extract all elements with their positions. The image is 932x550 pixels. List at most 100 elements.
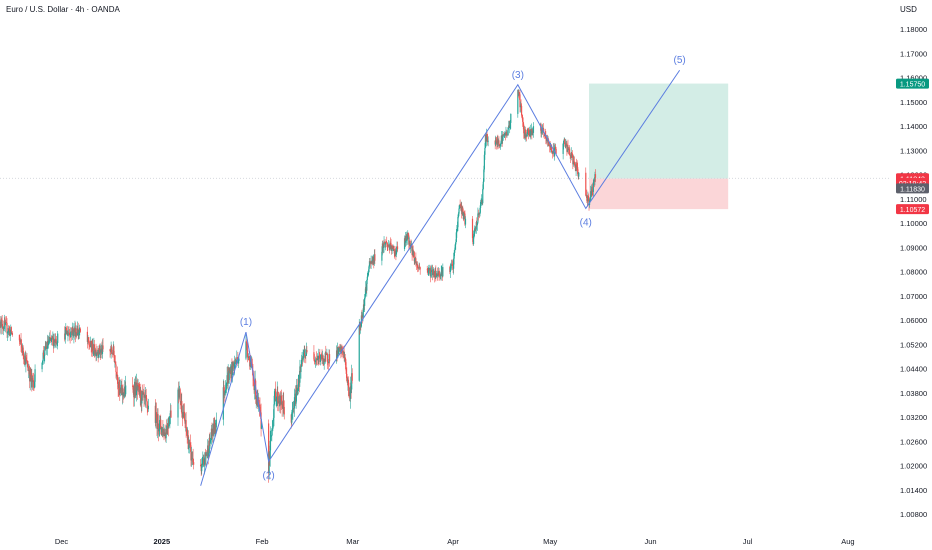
candle <box>204 452 206 465</box>
candle <box>222 387 224 420</box>
candle <box>32 378 34 381</box>
y-tick-label: 1.17000 <box>900 49 927 58</box>
candle <box>480 201 482 208</box>
candle <box>123 392 125 397</box>
candle <box>587 195 590 199</box>
candle <box>90 340 92 347</box>
candle <box>155 412 158 419</box>
candle <box>208 437 210 454</box>
candle <box>474 228 476 234</box>
y-tick-label: 1.03800 <box>900 389 927 398</box>
candle <box>303 352 305 357</box>
candle <box>395 250 398 255</box>
candle <box>137 384 139 391</box>
wave-label: (3) <box>512 70 524 81</box>
candle <box>509 122 511 127</box>
candle <box>518 92 521 95</box>
candle <box>345 369 347 374</box>
candle <box>50 338 52 341</box>
candle <box>258 404 261 407</box>
candle <box>111 352 113 354</box>
candle <box>88 345 91 347</box>
candle <box>315 358 317 361</box>
candle <box>138 384 140 386</box>
candle <box>325 352 327 355</box>
candle <box>471 218 474 239</box>
candle <box>177 389 179 418</box>
candle <box>459 204 461 206</box>
candle <box>318 355 320 359</box>
candle <box>388 245 390 247</box>
candle <box>53 339 55 347</box>
candle <box>169 416 171 424</box>
candle <box>291 411 293 413</box>
candle <box>487 137 489 142</box>
candle <box>484 147 486 155</box>
x-tick-label: Dec <box>55 537 69 546</box>
x-tick-label: Jun <box>644 537 656 546</box>
candle <box>350 386 352 399</box>
candle <box>26 360 28 362</box>
candle <box>590 191 592 201</box>
candle <box>259 409 262 413</box>
price-badge-label: 1.15750 <box>900 82 925 89</box>
candle <box>276 396 278 399</box>
candle <box>592 182 594 192</box>
candle <box>68 333 71 336</box>
candle <box>392 245 394 249</box>
candle <box>527 128 529 131</box>
candle <box>259 406 261 410</box>
candle <box>569 148 571 156</box>
candle <box>505 131 508 136</box>
candle <box>191 451 193 459</box>
candle <box>569 155 571 156</box>
candle <box>246 350 249 357</box>
y-tick-label: 1.01400 <box>900 486 927 495</box>
candle <box>433 272 435 278</box>
candle <box>304 355 306 358</box>
elliott-wave-line <box>200 69 681 486</box>
candle <box>43 355 45 357</box>
candle <box>390 243 392 249</box>
candle <box>509 126 511 128</box>
candle <box>345 359 347 370</box>
candle <box>201 464 203 466</box>
candle <box>520 106 523 116</box>
candle <box>326 353 329 362</box>
candle <box>185 420 187 429</box>
candle <box>393 248 395 254</box>
candle <box>6 322 8 334</box>
candle <box>179 389 181 402</box>
candle <box>523 124 525 134</box>
candle <box>20 339 22 345</box>
candle <box>146 398 148 402</box>
candle <box>54 338 57 344</box>
candle <box>47 342 50 346</box>
candle <box>161 427 163 433</box>
candle <box>281 401 283 409</box>
candle <box>99 352 101 353</box>
candle <box>78 331 80 333</box>
candle <box>524 129 526 138</box>
candle <box>116 374 119 384</box>
candle <box>211 428 213 435</box>
currency-label: USD <box>900 5 917 14</box>
candle <box>51 336 53 339</box>
candle <box>18 334 21 341</box>
candle <box>235 361 237 363</box>
candle <box>456 230 458 233</box>
candle <box>299 366 301 383</box>
candle <box>526 128 529 135</box>
candle <box>322 355 324 361</box>
candle <box>457 213 460 217</box>
candle <box>368 261 371 267</box>
wave-label: (5) <box>674 55 686 66</box>
candle <box>506 134 509 136</box>
candle <box>32 380 35 382</box>
candle <box>572 154 574 165</box>
candle <box>75 332 77 337</box>
y-tick-label: 1.14000 <box>900 122 927 131</box>
candle <box>438 271 440 275</box>
candle <box>111 347 113 353</box>
